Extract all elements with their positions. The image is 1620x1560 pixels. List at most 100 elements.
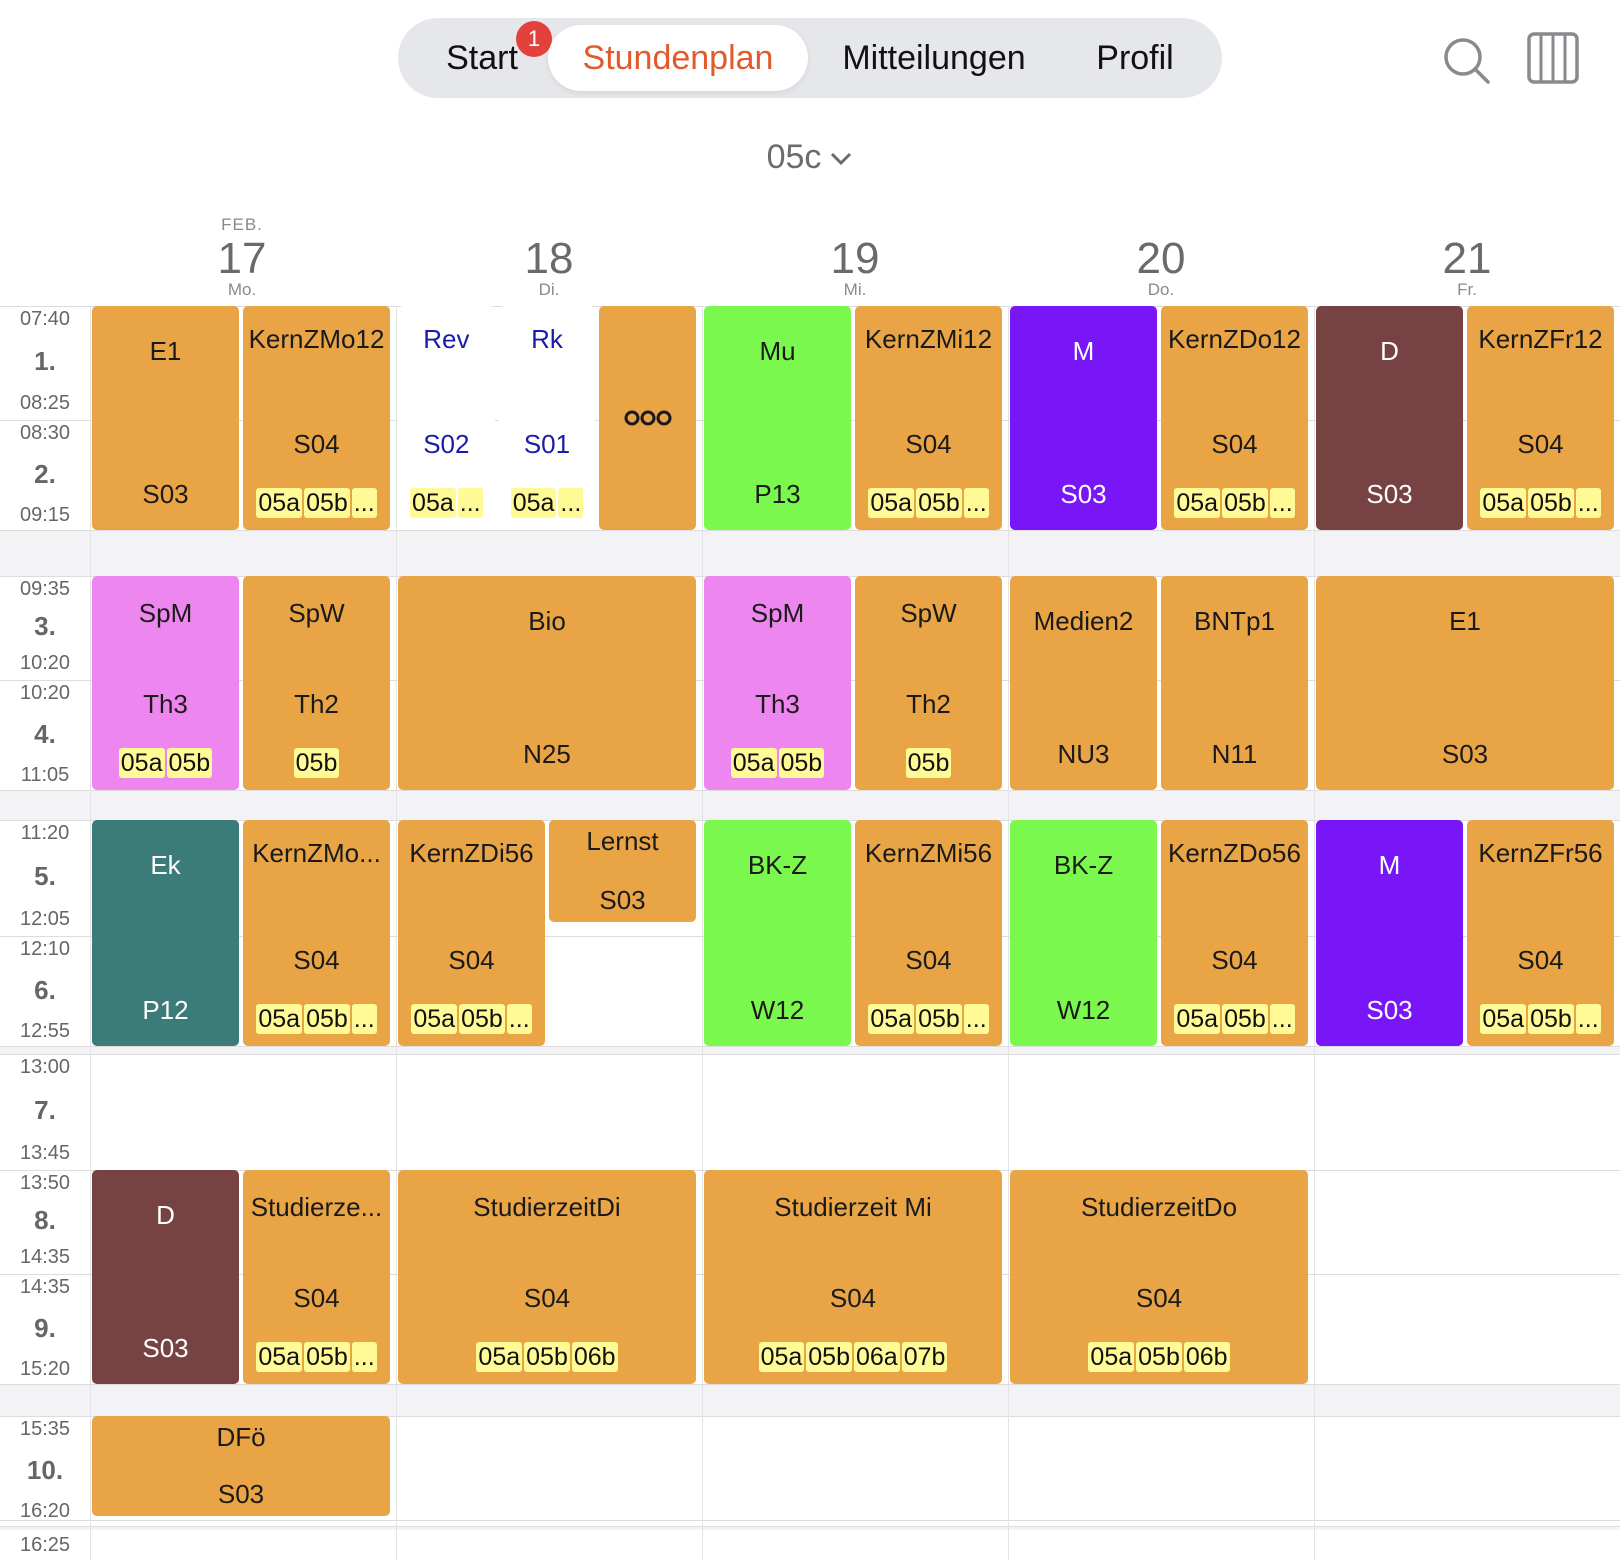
lesson-subject: Rev — [423, 324, 470, 354]
lesson-card[interactable]: 05a 05b... KernZDi56 S04 — [398, 820, 545, 1046]
day-header[interactable]: FEB. 17 Mo. — [87, 215, 397, 299]
lesson-card[interactable]: 05a... Rev S02 — [398, 306, 495, 530]
day-header[interactable]: 21 Fr. — [1314, 215, 1620, 299]
day-number: 21 — [1442, 234, 1492, 283]
class-chip: 07b — [901, 1342, 948, 1372]
lesson-room: Th2 — [294, 689, 339, 719]
period-end-time: 14:35 — [19, 1246, 71, 1268]
class-chip: 05b — [293, 748, 340, 778]
class-chip: 05b — [806, 1342, 852, 1372]
tab-profil-label: Profil — [1096, 39, 1174, 77]
lesson-card[interactable]: 05a 05b... KernZMo12 S04 — [243, 306, 390, 530]
lesson-card[interactable]: 05a 05b... KernZMi12 S04 — [855, 306, 1002, 530]
lesson-subject: DFö — [216, 1422, 266, 1452]
class-chip: 05b — [916, 1004, 962, 1034]
break-band — [0, 530, 1620, 576]
lesson-card[interactable]: D S03 — [1316, 306, 1463, 530]
lesson-room: NU3 — [1057, 739, 1110, 769]
lesson-card[interactable]: 05a 05b SpM Th3 — [92, 576, 239, 790]
lesson-room: W12 — [1056, 995, 1111, 1025]
tab-stundenplan[interactable]: Stundenplan — [548, 25, 808, 91]
lesson-card[interactable]: 05a 05b... Studierze... S04 — [243, 1170, 390, 1384]
day-header[interactable]: 19 Mi. — [702, 215, 1008, 299]
lesson-room: S04 — [1211, 945, 1258, 975]
lesson-card[interactable]: D S03 — [92, 1170, 239, 1384]
lesson-card[interactable]: E1 S03 — [1316, 576, 1614, 790]
lesson-card[interactable]: DFö S03 — [92, 1416, 390, 1516]
lesson-subject: M — [1378, 850, 1401, 880]
lesson-card[interactable]: Bio N25 — [398, 576, 696, 790]
lesson-subject: Lernst — [586, 826, 659, 856]
class-chip: 05b — [1136, 1342, 1182, 1372]
lesson-card[interactable]: 05a 05b... KernZDo56 S04 — [1161, 820, 1308, 1046]
day-weekday: Mo. — [227, 280, 257, 299]
period-number: 5. — [34, 861, 56, 891]
class-chip: ... — [1269, 1004, 1295, 1034]
lesson-card[interactable]: Mu P13 — [704, 306, 851, 530]
lesson-room: S03 — [1060, 479, 1107, 509]
tab-start[interactable]: Start — [418, 18, 546, 98]
lesson-card[interactable]: 05a 05b... KernZDo12 S04 — [1161, 306, 1308, 530]
lesson-card[interactable]: Lernst S03 — [549, 820, 696, 922]
class-chip: 05b — [1222, 1004, 1268, 1034]
class-chip: 05a — [118, 748, 165, 778]
lesson-classes: 05a 05b... — [243, 1342, 390, 1372]
lesson-classes: 05a 05b... — [398, 1004, 545, 1034]
lesson-room: Th3 — [755, 689, 800, 719]
lesson-card[interactable]: 05a 05b... KernZMi56 S04 — [855, 820, 1002, 1046]
lesson-room: Th2 — [906, 689, 951, 719]
tab-mitteilungen[interactable]: Mitteilungen — [816, 18, 1052, 98]
day-header[interactable]: 18 Di. — [396, 215, 702, 299]
lesson-card[interactable]: 05a 05b 06b StudierzeitDi S04 — [398, 1170, 696, 1384]
period-start-time: 15:35 — [19, 1418, 71, 1440]
search-icon[interactable] — [1442, 36, 1492, 91]
period-number: 3. — [34, 611, 56, 641]
period-number: 7. — [34, 1095, 56, 1125]
lesson-room: S03 — [1441, 739, 1489, 769]
lesson-card[interactable]: BK-Z W12 — [1010, 820, 1157, 1046]
period-end-time: 11:05 — [20, 764, 70, 786]
class-chip: 05b — [304, 1342, 350, 1372]
period-label: 12:10 6. 12:55 — [0, 936, 90, 1046]
grid-line — [0, 1520, 1620, 1521]
lesson-card[interactable]: 05a 05b... KernZFr12 S04 — [1467, 306, 1614, 530]
more-options-icon[interactable] — [599, 408, 696, 433]
class-chip: 05b — [1222, 488, 1268, 518]
grid-column-divider — [1314, 306, 1315, 1560]
class-selector[interactable]: 05c — [0, 138, 1620, 177]
week-columns-icon[interactable] — [1527, 32, 1579, 89]
grid-line — [0, 790, 1620, 791]
lesson-card[interactable]: Medien2 NU3 — [1010, 576, 1157, 790]
lesson-card[interactable]: 05a 05b 06b StudierzeitDo S04 — [1010, 1170, 1308, 1384]
lesson-card[interactable]: 05a 05b... KernZFr56 S04 — [1467, 820, 1614, 1046]
class-chip: ... — [457, 488, 483, 518]
lesson-card[interactable]: 05a 05b 06a 07b Studierzeit Mi S04 — [704, 1170, 1002, 1384]
lesson-card[interactable]: 05a 05b SpM Th3 — [704, 576, 851, 790]
tab-profil[interactable]: Profil — [1072, 18, 1198, 98]
break-band — [0, 1046, 1620, 1054]
lesson-card[interactable] — [599, 306, 696, 530]
lesson-card[interactable]: 05a 05b... KernZMo... S04 — [243, 820, 390, 1046]
lesson-card[interactable]: M S03 — [1316, 820, 1463, 1046]
lesson-subject: D — [1380, 336, 1399, 366]
period-label: 07:40 1. 08:25 — [0, 306, 90, 418]
lesson-card[interactable]: M S03 — [1010, 306, 1157, 530]
day-number: 19 — [830, 234, 880, 283]
lesson-subject: KernZFr56 — [1478, 838, 1603, 868]
lesson-card[interactable]: E1 S03 — [92, 306, 239, 530]
lesson-card[interactable]: Ek P12 — [92, 820, 239, 1046]
lesson-subject: StudierzeitDi — [473, 1192, 621, 1222]
class-chip: 05b — [916, 488, 962, 518]
lesson-classes: 05a 05b... — [855, 488, 1002, 518]
lesson-subject: E1 — [149, 336, 182, 366]
lesson-room: S04 — [293, 945, 340, 975]
lesson-room: S04 — [1135, 1283, 1183, 1313]
lesson-card[interactable]: 05a... Rk S01 — [498, 306, 596, 530]
lesson-card[interactable]: BNTp1 N11 — [1161, 576, 1308, 790]
lesson-room: Th3 — [143, 689, 188, 719]
lesson-card[interactable]: 05b SpW Th2 — [243, 576, 390, 790]
lesson-card[interactable]: 05b SpW Th2 — [855, 576, 1002, 790]
lesson-card[interactable]: BK-Z W12 — [704, 820, 851, 1046]
lesson-classes: 05a 05b 06b — [398, 1342, 696, 1372]
day-header[interactable]: 20 Do. — [1008, 215, 1314, 299]
